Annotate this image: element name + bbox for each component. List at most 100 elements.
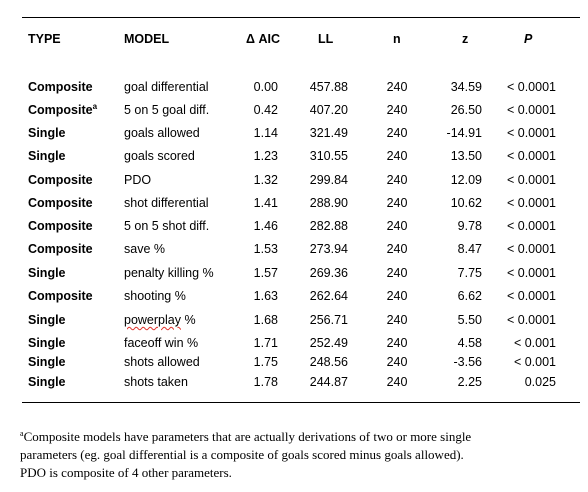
n-cell: 240 xyxy=(386,266,408,280)
table-row: Composite PDO 1.32 299.84 240 12.09 < 0.0001 xyxy=(0,171,588,189)
delta-aic-cell: 1.78 xyxy=(253,375,278,389)
model-cell: shot differential xyxy=(124,196,209,210)
delta-aic-cell: 1.14 xyxy=(253,126,278,140)
type-cell: Composite xyxy=(28,78,93,96)
p-value-cell: < 0.0001 xyxy=(506,149,556,163)
type-label: Composite xyxy=(28,196,93,210)
type-cell: Single xyxy=(28,334,66,352)
ll-cell: 457.88 xyxy=(309,80,348,94)
z-cell: 4.58 xyxy=(457,336,482,350)
p-value-cell: < 0.0001 xyxy=(506,289,556,303)
delta-aic-cell: 1.32 xyxy=(253,173,278,187)
p-value-cell: < 0.0001 xyxy=(506,103,556,117)
p-value-cell: < 0.0001 xyxy=(506,266,556,280)
table-row: Single goals scored 1.23 310.55 240 13.50 < 0.… xyxy=(0,147,588,165)
type-label: Single xyxy=(28,336,66,350)
p-value-cell: < 0.0001 xyxy=(506,80,556,94)
n-cell: 240 xyxy=(386,336,408,350)
z-cell: 5.50 xyxy=(457,313,482,327)
table-header-row: TYPE MODEL Δ AIC LL n z P xyxy=(0,30,588,48)
footnote-line-2: parameters (eg. goal differential is a c… xyxy=(20,447,464,462)
model-cell: shots taken xyxy=(124,375,188,389)
model-cell: PDO xyxy=(124,173,152,187)
z-cell: 9.78 xyxy=(457,219,482,233)
ll-cell: 321.49 xyxy=(309,126,348,140)
footnote-marker: a xyxy=(20,429,24,438)
table-row: Composite goal differential 0.00 457.88 240 3… xyxy=(0,78,588,96)
delta-aic-cell: 1.63 xyxy=(253,289,278,303)
table-bottom-rule xyxy=(22,402,580,403)
ll-cell: 252.49 xyxy=(309,336,348,350)
type-cell: Composite xyxy=(28,171,93,189)
model-cell: goals allowed xyxy=(124,126,200,140)
delta-aic-cell: 1.71 xyxy=(253,336,278,350)
p-value-cell: < 0.0001 xyxy=(506,219,556,233)
p-value-cell: < 0.0001 xyxy=(506,196,556,210)
model-cell: goals scored xyxy=(124,149,195,163)
table-row: Single goals allowed 1.14 321.49 240 -14.91 < … xyxy=(0,124,588,142)
type-label: Single xyxy=(28,313,66,327)
type-label: Single xyxy=(28,149,66,163)
n-cell: 240 xyxy=(386,126,408,140)
footnote-reference: a xyxy=(92,102,98,111)
model-cell: 5 on 5 shot diff. xyxy=(124,219,210,233)
model-cell: penalty killing % xyxy=(124,266,214,280)
header-ll: LL xyxy=(318,32,334,46)
ll-cell: 269.36 xyxy=(309,266,348,280)
type-label: Composite xyxy=(28,103,93,117)
delta-aic-cell: 0.00 xyxy=(253,80,278,94)
model-cell: shots allowed xyxy=(124,355,200,369)
type-label: Single xyxy=(28,266,66,280)
header-n: n xyxy=(393,32,401,46)
table-row: Single shots taken 1.78 244.87 240 2.25 0.025 xyxy=(0,373,588,391)
n-cell: 240 xyxy=(386,242,408,256)
header-model: MODEL xyxy=(124,32,170,46)
p-value-cell: 0.025 xyxy=(524,375,556,389)
n-cell: 240 xyxy=(386,313,408,327)
type-label: Composite xyxy=(28,173,93,187)
p-value-cell: < 0.0001 xyxy=(506,242,556,256)
p-value-cell: < 0.001 xyxy=(513,355,556,369)
z-cell: -3.56 xyxy=(453,355,483,369)
z-cell: 10.62 xyxy=(450,196,482,210)
delta-aic-cell: 1.46 xyxy=(253,219,278,233)
z-cell: 13.50 xyxy=(450,149,482,163)
type-cell: Single xyxy=(28,124,66,142)
table-row: Single penalty killing % 1.57 269.36 240 7.75… xyxy=(0,264,588,282)
n-cell: 240 xyxy=(386,355,408,369)
type-label: Composite xyxy=(28,242,93,256)
n-cell: 240 xyxy=(386,80,408,94)
n-cell: 240 xyxy=(386,173,408,187)
ll-cell: 273.94 xyxy=(309,242,348,256)
type-cell: Single xyxy=(28,147,66,165)
delta-aic-cell: 1.53 xyxy=(253,242,278,256)
table-row: Composite 5 on 5 shot diff. 1.46 282.88 240 9… xyxy=(0,217,588,235)
n-cell: 240 xyxy=(386,219,408,233)
z-cell: 7.75 xyxy=(457,266,482,280)
delta-aic-cell: 1.57 xyxy=(253,266,278,280)
ll-cell: 407.20 xyxy=(309,103,348,117)
z-cell: 12.09 xyxy=(450,173,482,187)
table-row: Composite shot differential 1.41 288.90 240 1… xyxy=(0,194,588,212)
type-cell: Composite xyxy=(28,240,93,258)
type-label: Composite xyxy=(28,80,93,94)
z-cell: 26.50 xyxy=(450,103,482,117)
table-row: Composite save % 1.53 273.94 240 8.47 < 0.0001 xyxy=(0,240,588,258)
type-label: Single xyxy=(28,126,66,140)
model-cell: faceoff win % xyxy=(124,336,199,350)
type-label: Composite xyxy=(28,289,93,303)
model-cell: goal differential xyxy=(124,80,209,94)
table-top-rule xyxy=(22,17,580,18)
type-cell: Single xyxy=(28,311,66,329)
table-row: Single shots allowed 1.75 248.56 240 -3.56 < 0… xyxy=(0,353,588,371)
n-cell: 240 xyxy=(386,196,408,210)
delta-aic-cell: 1.68 xyxy=(253,313,278,327)
ll-cell: 299.84 xyxy=(309,173,348,187)
model-cell: save % xyxy=(124,242,165,256)
ll-cell: 262.64 xyxy=(309,289,348,303)
n-cell: 240 xyxy=(386,375,408,389)
header-delta-aic: Δ AIC xyxy=(246,32,280,46)
ll-cell: 248.56 xyxy=(309,355,348,369)
delta-aic-cell: 1.41 xyxy=(253,196,278,210)
header-z: z xyxy=(462,32,469,46)
